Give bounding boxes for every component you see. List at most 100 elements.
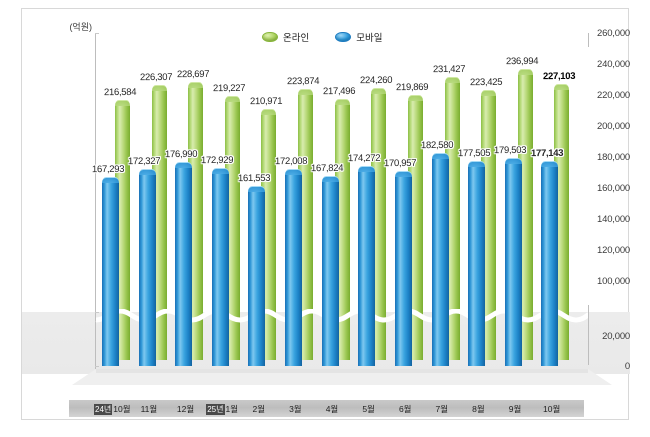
bar-cap: [248, 185, 266, 197]
value-label-online-11: 223,425: [469, 76, 502, 88]
bar-cap: [407, 95, 423, 107]
bar-cap: [468, 160, 486, 172]
bar-mobile-10[interactable]: [431, 153, 449, 366]
value-label-mobile-9: 170,957: [384, 157, 417, 170]
bar-mobile-5[interactable]: [248, 185, 266, 366]
chart-legend: 온라인 모바일: [262, 29, 382, 45]
value-label-online-1: 216,584: [103, 87, 136, 99]
y-axis-right-tick-bottom: [588, 305, 589, 365]
bar-mobile-1[interactable]: [102, 176, 119, 366]
y-tick-100000: 100,000: [597, 276, 630, 287]
bar-cap: [211, 167, 229, 179]
bar-mobile-6[interactable]: [285, 169, 303, 366]
bar-cap: [481, 89, 497, 101]
bar-cap: [554, 83, 570, 95]
value-label-mobile-8: 174,272: [347, 152, 381, 165]
bar-cap: [261, 108, 277, 120]
bar-body: [138, 174, 156, 366]
green-ellipse-icon: [262, 32, 278, 42]
bar-mobile-9[interactable]: [394, 171, 412, 366]
value-label-mobile-4: 172,929: [201, 154, 234, 167]
value-label-mobile-10: 182,580: [420, 139, 454, 152]
value-label-mobile-1: 167,293: [91, 163, 124, 175]
value-label-online-12: 236,994: [506, 55, 539, 67]
x-axis-label-strip: [69, 400, 584, 417]
bar-mobile-13[interactable]: [541, 161, 559, 366]
value-label-online-4: 219,227: [213, 83, 246, 95]
value-label-online-8: 224,260: [359, 75, 393, 87]
bar-mobile-12[interactable]: [504, 157, 522, 366]
value-label-mobile-5: 161,553: [237, 172, 271, 184]
value-label-online-3: 228,697: [176, 68, 210, 80]
value-label-online-7: 217,496: [323, 85, 356, 98]
chart-container: (억원) 260,000 240,000 220,000 200,000 180…: [21, 8, 630, 421]
y-tick-200000: 200,000: [597, 121, 630, 132]
bar-cap: [188, 81, 204, 93]
x-axis-label-10: 7월: [435, 404, 449, 414]
x-axis-label-5: 2월: [252, 404, 266, 414]
bar-cap: [151, 85, 167, 97]
y-axis-unit-label: (억원): [69, 22, 92, 32]
value-label-online-6: 223,874: [286, 75, 319, 88]
x-axis-label-13: 10월: [543, 404, 561, 414]
bar-body: [504, 163, 522, 366]
value-label-online-5: 210,971: [249, 95, 283, 108]
x-axis-label-8: 5월: [362, 404, 375, 414]
bar-cap: [541, 161, 559, 173]
bar-body: [468, 166, 486, 366]
bar-body: [541, 167, 559, 366]
value-label-mobile-6: 172,008: [274, 156, 307, 168]
x-axis-label-2: 11월: [140, 404, 158, 414]
bar-cap: [504, 157, 522, 169]
bar-body: [358, 171, 376, 366]
bar-body: [431, 159, 449, 366]
bar-mobile-2[interactable]: [138, 168, 156, 366]
bar-mobile-4[interactable]: [211, 167, 229, 366]
bar-mobile-8[interactable]: [358, 165, 376, 366]
value-label-mobile-12: 179,503: [494, 144, 527, 156]
bar-cap: [321, 175, 339, 187]
y-tick-mark: [95, 366, 99, 367]
bar-series-group: 216,584 167,293 226,307 172,327 228,697 176,9…: [22, 9, 630, 421]
bar-cap: [394, 171, 412, 183]
value-label-online-13: 227,103: [542, 70, 576, 83]
legend-item-mobile[interactable]: 모바일: [335, 30, 382, 44]
value-label-mobile-7: 167,824: [311, 162, 344, 174]
y-tick-0: 0: [624, 361, 630, 372]
x-axis-label-11: 8월: [472, 404, 485, 414]
bar-body: [211, 173, 229, 366]
value-label-online-9: 219,869: [396, 82, 429, 94]
bar-mobile-7[interactable]: [321, 175, 339, 366]
x-axis-label-6: 3월: [289, 404, 302, 414]
value-label-online-2: 226,307: [140, 72, 173, 84]
y-tick-260000: 260,000: [597, 28, 630, 39]
legend-item-online[interactable]: 온라인: [262, 30, 309, 44]
bar-cap: [371, 88, 387, 100]
bar-body: [321, 181, 339, 366]
legend-label-mobile: 모바일: [356, 33, 383, 44]
bar-cap: [224, 96, 240, 108]
year-badge: 24년: [94, 404, 113, 415]
year-badge: 25년: [206, 404, 225, 415]
y-tick-240000: 240,000: [597, 59, 630, 70]
value-label-mobile-13: 177,143: [530, 148, 564, 160]
plot-area: (억원) 260,000 240,000 220,000 200,000 180…: [22, 9, 630, 421]
bar-mobile-11[interactable]: [468, 160, 486, 366]
y-tick-140000: 140,000: [597, 214, 630, 225]
y-tick-mark: [95, 33, 99, 34]
bar-body: [394, 177, 412, 366]
bar-cap: [358, 165, 376, 177]
x-axis-label-9: 6월: [398, 404, 412, 414]
value-label-mobile-11: 177,505: [457, 147, 490, 159]
bar-body: [175, 167, 193, 366]
bar-body: [285, 175, 303, 366]
x-axis-label-1: 24년 10월: [94, 404, 131, 415]
chart-floor-3d: [72, 369, 612, 385]
bar-cap: [285, 169, 303, 181]
bar-mobile-3[interactable]: [175, 161, 193, 366]
bar-cap: [175, 161, 193, 173]
y-tick-180000: 180,000: [597, 152, 630, 163]
y-tick-220000: 220,000: [597, 90, 630, 101]
y-tick-120000: 120,000: [597, 245, 630, 256]
bar-body: [248, 191, 266, 366]
